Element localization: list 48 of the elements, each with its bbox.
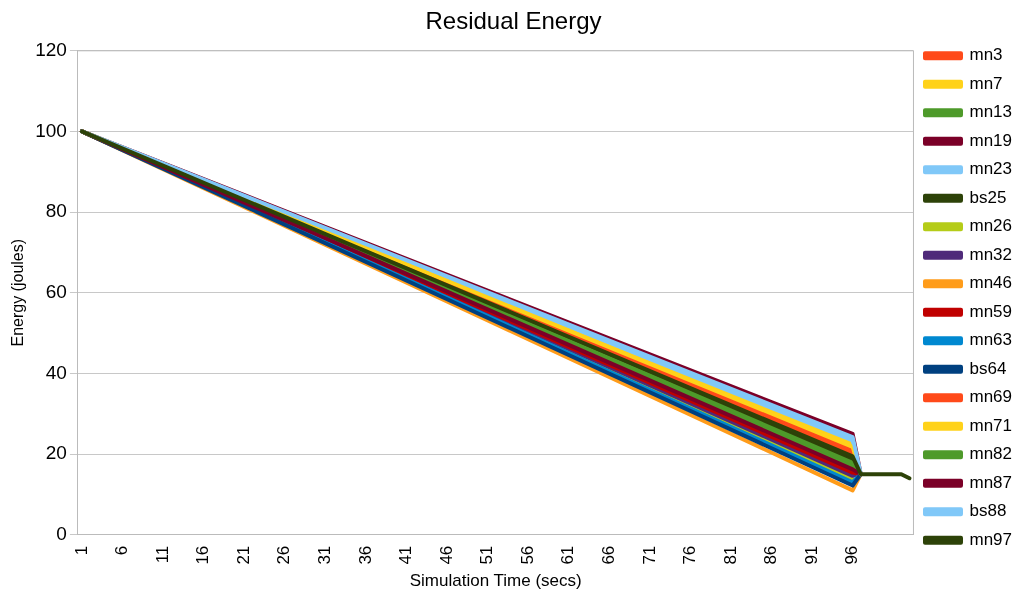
x-tick-label: 11 <box>152 545 172 564</box>
legend-label: mn71 <box>969 415 1013 435</box>
x-tick-label: 96 <box>842 545 862 565</box>
x-tick-label: 46 <box>436 545 456 565</box>
x-axis-title: Simulation Time (secs) <box>409 571 582 591</box>
y-tick-label: 120 <box>35 39 67 61</box>
legend-label: bs64 <box>969 358 1007 378</box>
legend-label: mn63 <box>969 330 1013 350</box>
x-tick-label: 16 <box>193 545 213 565</box>
x-tick-label: 6 <box>112 545 132 556</box>
x-tick-label: 86 <box>761 545 781 565</box>
x-tick-label: 21 <box>233 545 253 565</box>
legend-label: mn59 <box>969 301 1013 321</box>
x-tick-label: 71 <box>639 545 659 565</box>
x-tick-label: 66 <box>598 545 618 565</box>
legend-label: mn82 <box>969 444 1013 464</box>
x-tick-label: 26 <box>274 545 294 565</box>
chart-title: Residual Energy <box>425 7 602 35</box>
x-tick-label: 1 <box>71 545 91 556</box>
x-tick-label: 61 <box>558 545 578 565</box>
x-tick-label: 51 <box>477 545 497 565</box>
legend-label: mn13 <box>969 102 1013 122</box>
legend-label: mn32 <box>969 244 1013 264</box>
x-tick-label: 56 <box>517 545 537 565</box>
y-tick-label: 40 <box>45 361 67 383</box>
y-axis-title: Energy (joules) <box>9 238 27 347</box>
legend-label: mn23 <box>969 159 1013 179</box>
x-tick-label: 81 <box>720 545 740 565</box>
legend-label: bs88 <box>969 501 1007 521</box>
y-tick-label: 20 <box>45 442 67 464</box>
y-tick-label: 80 <box>45 200 67 222</box>
x-tick-label: 41 <box>396 545 416 565</box>
legend-label: mn69 <box>969 387 1013 407</box>
y-tick-label: 100 <box>35 119 67 141</box>
legend-label: bs25 <box>969 187 1007 207</box>
x-tick-label: 36 <box>355 545 375 565</box>
legend-label: mn26 <box>969 216 1013 236</box>
y-tick-label: 0 <box>56 522 67 544</box>
legend-label: mn87 <box>969 472 1013 492</box>
legend-label: mn3 <box>969 45 1003 65</box>
legend-label: mn7 <box>969 73 1003 93</box>
x-tick-label: 31 <box>315 545 335 565</box>
y-tick-label: 60 <box>45 280 67 302</box>
x-tick-label: 91 <box>801 545 821 565</box>
x-tick-label: 76 <box>680 545 700 565</box>
legend-label: mn19 <box>969 130 1013 150</box>
legend-label: mn46 <box>969 273 1013 293</box>
legend-label: mn97 <box>969 529 1013 549</box>
